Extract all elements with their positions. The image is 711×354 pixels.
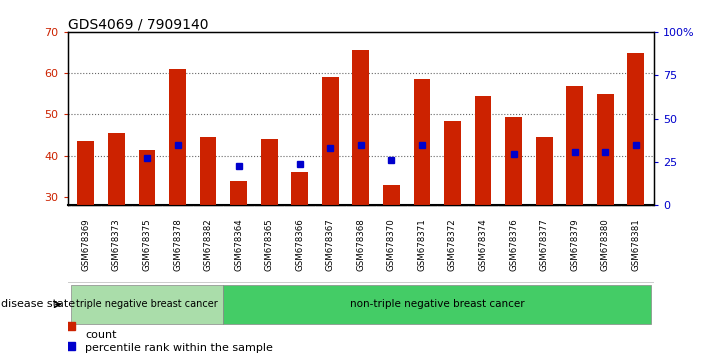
Text: count: count [85,330,117,339]
Text: GSM678376: GSM678376 [509,218,518,271]
Text: GSM678364: GSM678364 [234,218,243,271]
Text: percentile rank within the sample: percentile rank within the sample [85,343,273,353]
Bar [475,96,491,205]
Text: GSM678372: GSM678372 [448,218,457,271]
Bar [223,285,651,324]
Text: GSM678368: GSM678368 [356,218,365,271]
Text: GSM678366: GSM678366 [295,218,304,271]
Bar [627,52,644,205]
Bar [108,133,125,205]
Text: disease state: disease state [1,299,75,309]
Text: GSM678379: GSM678379 [570,218,579,270]
Bar [383,185,400,205]
Bar [139,149,156,205]
Text: GSM678380: GSM678380 [601,218,610,271]
Text: GSM678374: GSM678374 [479,218,488,271]
Text: GSM678375: GSM678375 [142,218,151,271]
Text: GSM678371: GSM678371 [417,218,427,271]
Bar [292,172,308,205]
Text: GDS4069 / 7909140: GDS4069 / 7909140 [68,18,208,32]
Bar [353,51,369,205]
Text: GSM678381: GSM678381 [631,218,641,271]
Text: GSM678373: GSM678373 [112,218,121,271]
Text: GSM678370: GSM678370 [387,218,396,271]
Bar [169,69,186,205]
Bar [70,285,223,324]
Text: GSM678378: GSM678378 [173,218,182,271]
Bar [444,121,461,205]
Bar [535,137,552,205]
Text: GSM678365: GSM678365 [264,218,274,271]
Text: non-triple negative breast cancer: non-triple negative breast cancer [350,299,525,309]
Bar [322,77,338,205]
Text: GSM678367: GSM678367 [326,218,335,271]
Text: GSM678369: GSM678369 [81,218,90,270]
Bar [597,94,614,205]
Text: triple negative breast cancer: triple negative breast cancer [76,299,218,309]
Bar [566,86,583,205]
Text: GSM678377: GSM678377 [540,218,549,271]
Text: GSM678382: GSM678382 [203,218,213,271]
Bar [506,116,522,205]
Bar [261,139,277,205]
Bar [230,181,247,205]
Bar [414,79,430,205]
Bar [200,137,216,205]
Bar [77,141,95,205]
